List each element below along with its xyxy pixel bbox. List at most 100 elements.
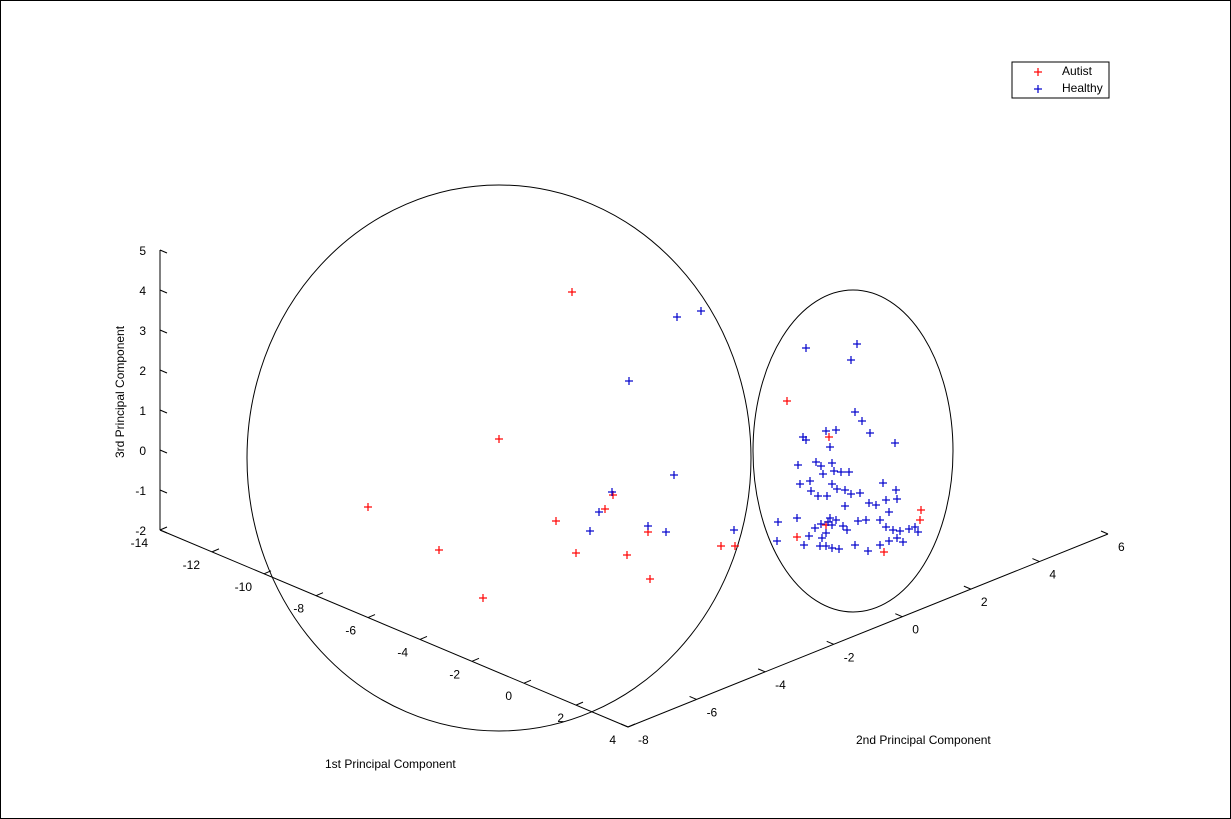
point-healthy [843, 526, 851, 534]
x-tick-label: -2 [449, 667, 460, 681]
point-healthy [828, 521, 836, 529]
point-healthy [876, 541, 884, 549]
point-healthy [865, 499, 873, 507]
point-healthy [625, 377, 633, 385]
point-healthy [841, 502, 849, 510]
point-healthy [670, 471, 678, 479]
point-healthy [822, 427, 830, 435]
y-tick-label: -8 [638, 733, 649, 747]
point-healthy [819, 470, 827, 478]
y-axis-line [627, 533, 1109, 728]
point-healthy [595, 508, 603, 516]
legend-marker-healthy [1034, 85, 1042, 93]
z-tick: 4 [139, 284, 168, 298]
legend-marker-autist [1034, 68, 1042, 76]
y-tick: -2 [826, 640, 855, 664]
z-tick: 3 [139, 324, 168, 338]
point-healthy [828, 544, 836, 552]
z-tick: -1 [135, 484, 168, 498]
point-healthy [882, 496, 890, 504]
point-autist [568, 288, 576, 296]
point-healthy [845, 468, 853, 476]
point-healthy [828, 459, 836, 467]
point-healthy [893, 534, 901, 542]
x-tick-label: -14 [131, 536, 149, 550]
x-axis-line [159, 529, 629, 728]
point-healthy [811, 524, 819, 532]
z-tick: 5 [139, 244, 168, 258]
legend-item-healthy: Healthy [1034, 81, 1103, 95]
y-axis-ticks: -8 -6 -4 -2 0 2 4 6 [620, 530, 1125, 747]
point-autist [731, 542, 739, 550]
point-healthy [802, 344, 810, 352]
point-healthy [773, 537, 781, 545]
z-tick: -2 [135, 524, 168, 538]
y-tick: 4 [1032, 558, 1056, 582]
z-tick: 1 [139, 404, 168, 418]
axes-3d [159, 250, 1109, 728]
y-axis-label: 2nd Principal Component [856, 733, 991, 747]
y-tick: 2 [963, 585, 988, 609]
z-tick: 0 [139, 444, 168, 458]
point-healthy [847, 490, 855, 498]
point-healthy [858, 417, 866, 425]
point-healthy [856, 489, 864, 497]
point-healthy [882, 523, 890, 531]
x-tick: -6 [345, 614, 376, 638]
y-tick: -8 [620, 723, 649, 747]
point-autist [880, 548, 888, 556]
z-tick: 2 [139, 364, 168, 378]
point-healthy [851, 541, 859, 549]
x-tick-label: -6 [345, 624, 356, 638]
z-tick-label: 0 [139, 444, 146, 458]
point-healthy [914, 528, 922, 536]
point-healthy [586, 527, 594, 535]
x-tick-label: 0 [505, 689, 512, 703]
z-tick-label: 5 [139, 244, 146, 258]
point-healthy [854, 517, 862, 525]
x-axis-ticks: -14 -12 -10 -8 -6 -4 -2 0 2 4 [131, 526, 636, 747]
point-healthy [851, 408, 859, 416]
point-healthy [805, 532, 813, 540]
point-healthy [697, 307, 705, 315]
point-healthy [730, 526, 738, 534]
point-healthy [896, 527, 904, 535]
point-healthy [862, 516, 870, 524]
point-healthy [864, 547, 872, 555]
point-healthy [796, 480, 804, 488]
point-healthy [800, 541, 808, 549]
point-healthy [891, 439, 899, 447]
point-autist [364, 503, 372, 511]
legend-label-autist: Autist [1062, 64, 1093, 78]
point-healthy [893, 495, 901, 503]
x-tick: -8 [293, 592, 324, 616]
x-tick-label: -4 [397, 645, 408, 659]
y-tick-label: 6 [1118, 540, 1125, 554]
right-cluster-ellipse [752, 289, 954, 613]
point-autist [793, 533, 801, 541]
point-healthy [799, 433, 807, 441]
point-healthy [816, 542, 824, 550]
y-tick-label: -2 [844, 650, 855, 664]
point-healthy [835, 545, 843, 553]
data-points [364, 288, 925, 602]
y-tick-label: -4 [775, 678, 786, 692]
point-healthy [806, 477, 814, 485]
legend-marker-healthy [1034, 85, 1042, 93]
z-tick-label: 1 [139, 404, 146, 418]
x-tick-label: -12 [183, 558, 201, 572]
point-autist [646, 575, 654, 583]
point-healthy [889, 526, 897, 534]
point-autist [601, 505, 609, 513]
point-healthy [841, 486, 849, 494]
point-healthy [905, 525, 913, 533]
point-autist [572, 549, 580, 557]
y-tick: -4 [757, 668, 786, 692]
x-tick: 4 [609, 723, 636, 747]
series-healthy [586, 307, 922, 555]
legend-marker-autist [1034, 68, 1042, 76]
point-healthy [794, 461, 802, 469]
point-autist [783, 397, 791, 405]
point-healthy [817, 520, 825, 528]
point-healthy [866, 429, 874, 437]
